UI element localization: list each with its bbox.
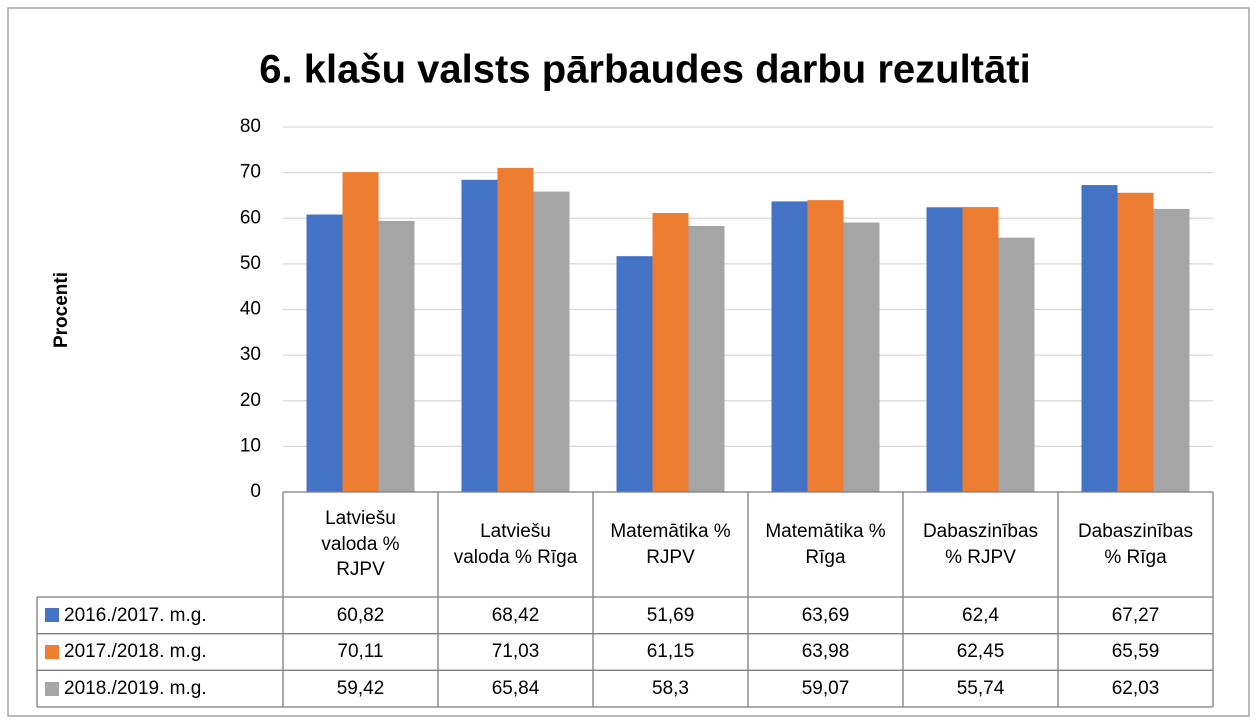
bar bbox=[378, 220, 415, 493]
bar bbox=[533, 191, 570, 493]
bar bbox=[306, 214, 343, 493]
y-tick-label: 30 bbox=[240, 344, 261, 365]
x-tick-label: Matemātika % Rīga bbox=[765, 520, 886, 568]
data-label: 63,98 bbox=[801, 641, 850, 663]
bar bbox=[843, 222, 880, 493]
bar bbox=[688, 226, 725, 492]
bar bbox=[1153, 208, 1190, 492]
data-label: 59,42 bbox=[336, 677, 385, 699]
y-tick-label: 10 bbox=[240, 435, 261, 456]
legend-key bbox=[45, 681, 59, 696]
data-label: 55,74 bbox=[956, 677, 1005, 699]
legend-key bbox=[45, 644, 59, 659]
data-label: 71,03 bbox=[491, 641, 540, 663]
data-label: 59,07 bbox=[801, 677, 850, 699]
x-tick-label: Latviešu valoda % RJPV bbox=[321, 508, 400, 581]
bar bbox=[771, 201, 808, 492]
bar bbox=[616, 256, 653, 492]
legend-label: 2017./2018. m.g. bbox=[64, 641, 207, 663]
y-tick-label: 0 bbox=[250, 481, 261, 502]
legend-entry: 2016./2017. m.g. bbox=[37, 597, 283, 634]
y-tick-label: 80 bbox=[240, 116, 261, 137]
data-label: 61,15 bbox=[646, 641, 695, 663]
bar bbox=[461, 179, 498, 493]
bar bbox=[926, 207, 963, 493]
bar bbox=[497, 167, 534, 492]
legend-key bbox=[45, 608, 59, 623]
y-tick-label: 40 bbox=[240, 299, 261, 320]
data-label: 65,59 bbox=[1111, 641, 1160, 663]
data-label: 60,82 bbox=[336, 604, 385, 626]
data-label: 63,69 bbox=[801, 604, 850, 626]
data-label: 68,42 bbox=[491, 604, 540, 626]
bar bbox=[1117, 192, 1154, 493]
data-label: 70,11 bbox=[337, 641, 384, 663]
data-label: 62,03 bbox=[1111, 677, 1160, 699]
x-tick-label: Latviešu valoda % Rīga bbox=[453, 520, 578, 568]
y-tick-label: 50 bbox=[240, 253, 261, 274]
y-tick-label: 70 bbox=[240, 162, 261, 183]
bar bbox=[652, 213, 689, 493]
bar bbox=[1081, 185, 1118, 492]
data-label: 51,69 bbox=[646, 604, 695, 626]
legend-label: 2018./2019. m.g. bbox=[64, 677, 207, 699]
y-tick-label: 60 bbox=[240, 207, 261, 228]
x-tick-label: Matemātika % RJPV bbox=[610, 520, 731, 568]
legend-entry: 2018./2019. m.g. bbox=[37, 670, 283, 707]
y-axis-label: Procenti bbox=[51, 272, 72, 348]
bar bbox=[342, 172, 379, 493]
legend-entry: 2017./2018. m.g. bbox=[37, 634, 283, 671]
legend-label: 2016./2017. m.g. bbox=[64, 604, 207, 626]
x-tick-label: Dabaszinības % RJPV bbox=[922, 520, 1039, 568]
y-tick-label: 20 bbox=[240, 390, 261, 411]
bar bbox=[807, 200, 844, 492]
data-label: 65,84 bbox=[491, 677, 540, 699]
chart-title: 6. klašu valsts pārbaudes darbu rezultāt… bbox=[259, 48, 1030, 92]
data-label: 62,4 bbox=[962, 604, 999, 626]
data-label: 67,27 bbox=[1111, 604, 1160, 626]
bar bbox=[962, 207, 999, 492]
data-label: 58,3 bbox=[652, 677, 689, 699]
x-tick-label: Dabaszinības % Rīga bbox=[1077, 520, 1194, 568]
bar bbox=[998, 237, 1035, 492]
data-label: 62,45 bbox=[956, 641, 1005, 663]
